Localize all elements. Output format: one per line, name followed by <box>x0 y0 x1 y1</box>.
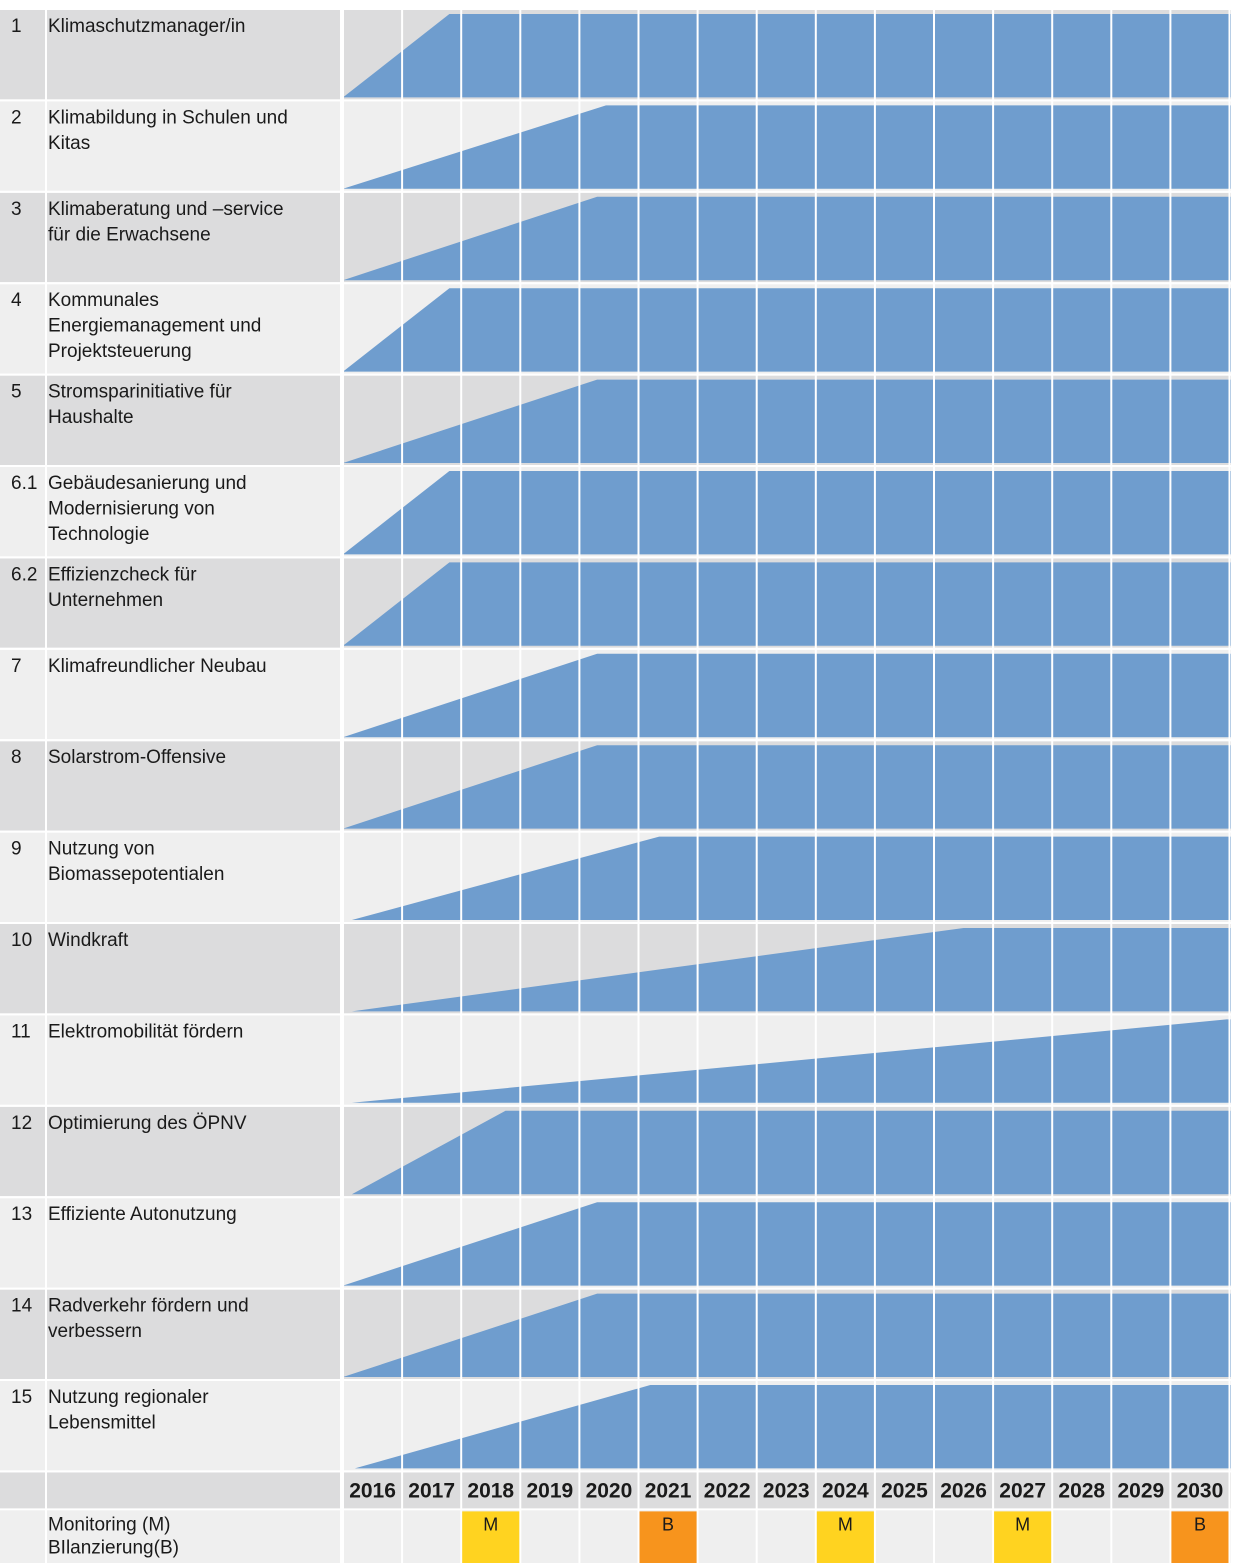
row-label: Klimaschutzmanager/in <box>48 16 245 37</box>
row-label: Lebensmittel <box>48 1413 156 1434</box>
timeline-bar <box>354 1385 1231 1469</box>
year-label: 2028 <box>1058 1479 1105 1502</box>
row-number: 5 <box>11 382 22 403</box>
year-label: 2020 <box>586 1479 633 1502</box>
row-number: 7 <box>11 656 22 677</box>
row-number: 10 <box>11 930 32 951</box>
row-label: Biomassepotentialen <box>48 864 224 885</box>
year-label: 2030 <box>1177 1479 1224 1502</box>
row-number: 9 <box>11 839 22 860</box>
timeline-bar <box>351 1110 1231 1195</box>
year-label: 2025 <box>881 1479 928 1502</box>
row-label: Stromsparinitiative für <box>48 382 232 403</box>
year-label: 2017 <box>408 1479 455 1502</box>
marker-label: B <box>662 1514 674 1534</box>
year-label: 2027 <box>999 1479 1046 1502</box>
row-number: 1 <box>11 16 22 37</box>
timeline-bar <box>351 836 1231 920</box>
footer-label: BIlanzierung(B) <box>48 1537 179 1558</box>
year-label: 2021 <box>645 1479 692 1502</box>
timeline-bar <box>343 653 1231 738</box>
footer-label: Monitoring (M) <box>48 1514 170 1535</box>
row-label: Nutzung von <box>48 839 155 860</box>
row-number: 13 <box>11 1204 32 1225</box>
marker-cell <box>816 1511 874 1563</box>
year-label: 2026 <box>940 1479 987 1502</box>
row-number: 12 <box>11 1113 32 1134</box>
row-label: Windkraft <box>48 930 129 951</box>
year-label: 2018 <box>467 1479 514 1502</box>
row-label: Kitas <box>48 133 90 154</box>
timeline-bar <box>343 196 1231 281</box>
timeline-bars <box>343 14 1231 1469</box>
row-labels: 1 Klimaschutzmanager/in 2 Klimabildung in S… <box>11 16 288 1558</box>
row-label: Energiemanagement und <box>48 316 261 337</box>
row-number: 4 <box>11 290 22 311</box>
marker-label: M <box>1015 1514 1030 1534</box>
row-label: Klimafreundlicher Neubau <box>48 656 267 677</box>
timeline-bar <box>343 745 1231 829</box>
row-label: Effiziente Autonutzung <box>48 1204 237 1225</box>
year-row-background <box>0 1472 1231 1511</box>
row-label: Effizienzcheck für <box>48 564 197 585</box>
row-label: verbessern <box>48 1321 142 1342</box>
timeline-bar <box>343 562 1231 646</box>
row-number: 2 <box>11 107 22 128</box>
row-number: 15 <box>11 1387 32 1408</box>
row-number: 11 <box>11 1021 31 1042</box>
row-number: 8 <box>11 747 22 768</box>
row-label: Projektsteuerung <box>48 341 192 362</box>
year-axis: 2016 2017 2018 2019 2020 2021 2022 2023 2024 2025… <box>349 1479 1223 1502</box>
row-label: Elektromobilität fördern <box>48 1021 243 1042</box>
timeline-bar <box>343 105 1231 189</box>
marker-cell <box>639 1511 697 1563</box>
row-number: 6.2 <box>11 564 37 585</box>
year-label: 2024 <box>822 1479 869 1502</box>
marker-cell <box>994 1511 1052 1563</box>
timeline-bar <box>343 14 1231 98</box>
row-label: Kommunales <box>48 290 159 311</box>
marker-label: M <box>838 1514 853 1534</box>
timeline-bar <box>351 1019 1231 1103</box>
year-label: 2029 <box>1117 1479 1164 1502</box>
marker-label: B <box>1194 1514 1206 1534</box>
timeline-bar <box>343 379 1231 463</box>
timeline-bar <box>343 471 1231 555</box>
row-label: Klimaberatung und –service <box>48 199 284 220</box>
row-number: 3 <box>11 199 22 220</box>
marker-label: M <box>483 1514 498 1534</box>
row-label: Solarstrom-Offensive <box>48 747 226 768</box>
marker-cell <box>462 1511 520 1563</box>
marker-cell <box>1171 1511 1229 1563</box>
row-number: 6.1 <box>11 473 37 494</box>
row-label: Nutzung regionaler <box>48 1387 209 1408</box>
year-label: 2019 <box>526 1479 573 1502</box>
year-label: 2016 <box>349 1479 396 1502</box>
timeline-bar <box>343 1293 1231 1377</box>
row-label: für die Erwachsene <box>48 224 211 245</box>
row-label: Klimabildung in Schulen und <box>48 107 288 128</box>
row-label: Radverkehr fördern und <box>48 1296 249 1317</box>
timeline-bar <box>351 928 1231 1012</box>
row-label: Unternehmen <box>48 590 163 611</box>
year-label: 2023 <box>763 1479 810 1502</box>
timeline-bar <box>343 288 1231 372</box>
timeline-bar <box>343 1202 1231 1286</box>
year-label: 2022 <box>704 1479 751 1502</box>
row-label: Technologie <box>48 524 149 545</box>
row-label: Gebäudesanierung und <box>48 473 247 494</box>
row-number: 14 <box>11 1296 33 1317</box>
row-label: Haushalte <box>48 407 134 428</box>
row-label: Optimierung des ÖPNV <box>48 1113 247 1134</box>
row-label: Modernisierung von <box>48 499 215 520</box>
